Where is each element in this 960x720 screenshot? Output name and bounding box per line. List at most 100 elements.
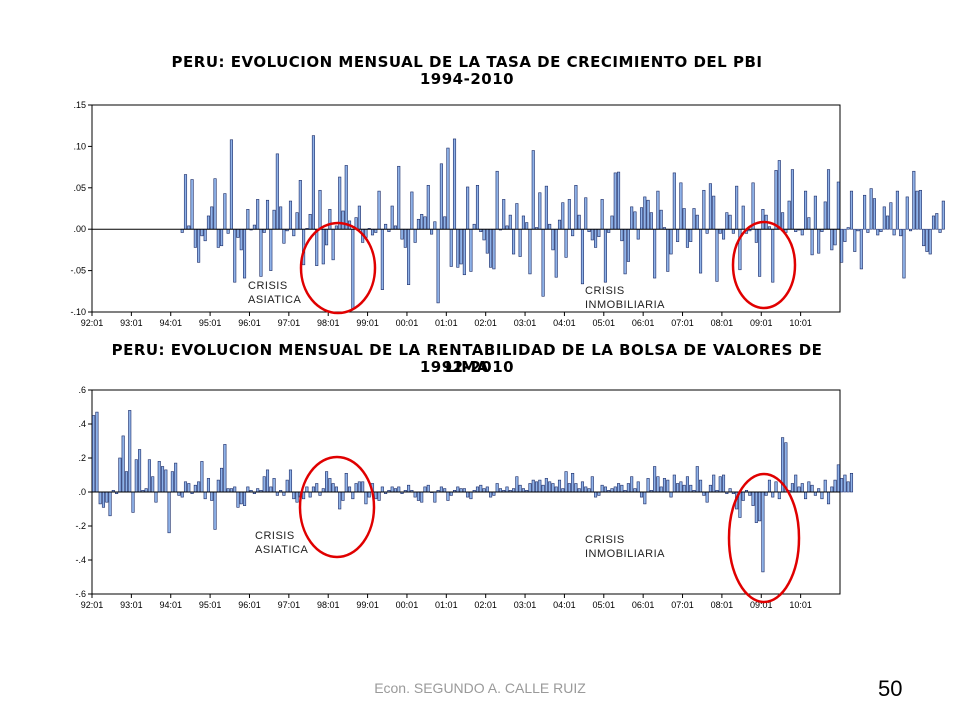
x-tick-label: 03:01	[514, 318, 537, 328]
bar	[180, 491, 184, 498]
bar	[347, 486, 352, 493]
bar	[124, 471, 128, 493]
highlight-circle	[727, 472, 801, 604]
bar	[541, 484, 545, 493]
highlight-circle	[299, 221, 377, 315]
bar	[226, 488, 230, 493]
bar	[584, 486, 588, 493]
x-tick-label: 97:01	[278, 600, 301, 610]
bar	[236, 491, 240, 508]
bar	[764, 491, 768, 496]
x-tick-label: 01:01	[435, 600, 458, 610]
bar	[705, 491, 709, 503]
bar	[807, 481, 811, 493]
x-tick-label: 98:01	[317, 318, 340, 328]
bar	[183, 481, 188, 493]
bar	[872, 198, 876, 230]
bar	[925, 228, 929, 252]
x-tick-label: 05:01	[593, 600, 616, 610]
bar	[364, 491, 368, 505]
bar	[138, 449, 142, 493]
bar	[393, 488, 398, 493]
bar	[840, 228, 844, 263]
bar	[610, 488, 614, 493]
bar	[915, 190, 919, 230]
bar	[659, 486, 663, 493]
bar	[262, 476, 266, 493]
bar	[682, 484, 686, 493]
x-tick-label: 97:01	[278, 318, 301, 328]
annotation-label: INMOBILIARIA	[585, 548, 665, 560]
y-tick-label: .05	[73, 183, 86, 193]
bar	[777, 491, 781, 500]
bar	[466, 491, 470, 498]
bar	[653, 466, 657, 493]
chart2-subtitle: 1992-2010	[419, 358, 515, 376]
bar	[679, 481, 683, 493]
bar	[810, 484, 814, 493]
bar	[849, 190, 854, 230]
bar	[741, 491, 745, 501]
y-tick-label: -.10	[70, 307, 86, 317]
bar	[492, 491, 496, 496]
y-tick-label: .10	[73, 141, 86, 151]
chart1-title: PERU: EVOLUCION MENSUAL DE LA TASA DE CR…	[171, 53, 763, 71]
bar	[220, 467, 224, 493]
x-tick-label: 02:01	[474, 600, 497, 610]
x-tick-label: 05:01	[593, 318, 616, 328]
bar	[213, 491, 217, 530]
bar	[292, 491, 296, 500]
bar	[754, 491, 758, 523]
bar	[908, 228, 913, 232]
y-tick-label: .6	[78, 385, 86, 395]
bar	[223, 444, 227, 493]
bar	[643, 491, 647, 505]
x-tick-label: 93:01	[120, 600, 143, 610]
bar	[918, 189, 922, 230]
bar	[164, 469, 168, 493]
bar	[275, 491, 279, 496]
bar	[587, 488, 591, 493]
bar	[817, 488, 821, 493]
bar	[574, 483, 578, 493]
bar	[265, 469, 270, 493]
x-tick-label: 04:01	[553, 600, 576, 610]
bar	[853, 228, 857, 252]
annotation-label: CRISIS	[585, 534, 625, 546]
y-tick-label: -.05	[70, 266, 86, 276]
bar	[797, 486, 801, 493]
bar	[210, 491, 214, 501]
bar	[282, 491, 286, 496]
bar	[823, 479, 827, 493]
bar	[489, 491, 493, 498]
bar	[620, 484, 624, 493]
x-tick-label: 98:01	[317, 600, 340, 610]
bar	[748, 491, 752, 496]
bar	[203, 491, 207, 500]
bar	[886, 215, 890, 230]
bar	[154, 491, 158, 503]
bar	[843, 228, 847, 242]
bar	[321, 488, 325, 493]
bar	[367, 491, 371, 498]
bar	[285, 479, 289, 493]
bar	[804, 491, 808, 500]
bar	[830, 486, 834, 493]
bar	[177, 491, 181, 496]
bar	[528, 483, 532, 493]
bar	[380, 486, 384, 493]
bar	[518, 484, 522, 493]
bar	[325, 471, 329, 493]
bar	[315, 483, 319, 493]
x-tick-label: 06:01	[632, 600, 655, 610]
bar	[108, 491, 112, 517]
y-tick-label: -.2	[75, 521, 86, 531]
bar	[167, 491, 171, 534]
bar	[449, 491, 453, 496]
bar	[147, 459, 151, 493]
bar	[229, 488, 233, 493]
bar	[846, 481, 850, 493]
bar	[351, 491, 355, 500]
